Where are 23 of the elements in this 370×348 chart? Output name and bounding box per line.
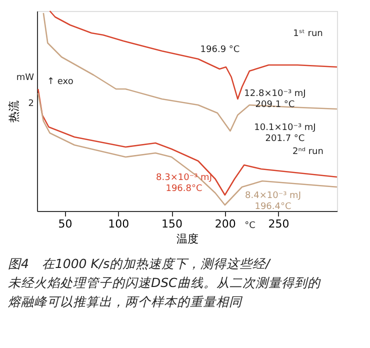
text: °C — [244, 221, 256, 231]
text: 图4 在1000 K/s的加热速度下，测得这些经/未经火焰处理管子的闪速DSC曲线。从二次测量得到的熔融峰可以推算出，两个样本的重量相同 — [7, 256, 322, 309]
annotation: 1ˢᵗ run — [293, 29, 323, 39]
annotation: 201.7 °C — [265, 134, 305, 144]
text: mW — [16, 73, 34, 83]
x-tick-label: 250 — [268, 218, 290, 230]
annotation: 209.1 °C — [255, 100, 295, 110]
text: 2 — [28, 99, 34, 109]
annotation: 10.1×10⁻³ mJ — [254, 123, 316, 133]
annotation: 8.3×10⁻³ mJ — [156, 173, 212, 183]
annotation: 8.4×10⁻³ mJ — [245, 191, 301, 201]
x-tick-label: 200 — [214, 218, 236, 230]
annotation: 12.8×10⁻³ mJ — [244, 89, 306, 99]
y-axis-title: 热流 — [8, 100, 20, 122]
x-tick-label: 50 — [58, 218, 72, 230]
annotation: 196.4°C — [254, 202, 292, 212]
annotation: 2ⁿᵈ run — [292, 147, 324, 157]
x-axis-title: 温度 — [176, 232, 198, 246]
annotation: ↑ exo — [47, 77, 74, 87]
x-tick-label: 100 — [108, 218, 130, 230]
annotation: 196.8°C — [166, 184, 202, 194]
annotation: 196.9 °C — [200, 45, 240, 55]
x-tick-label: 150 — [162, 218, 183, 230]
